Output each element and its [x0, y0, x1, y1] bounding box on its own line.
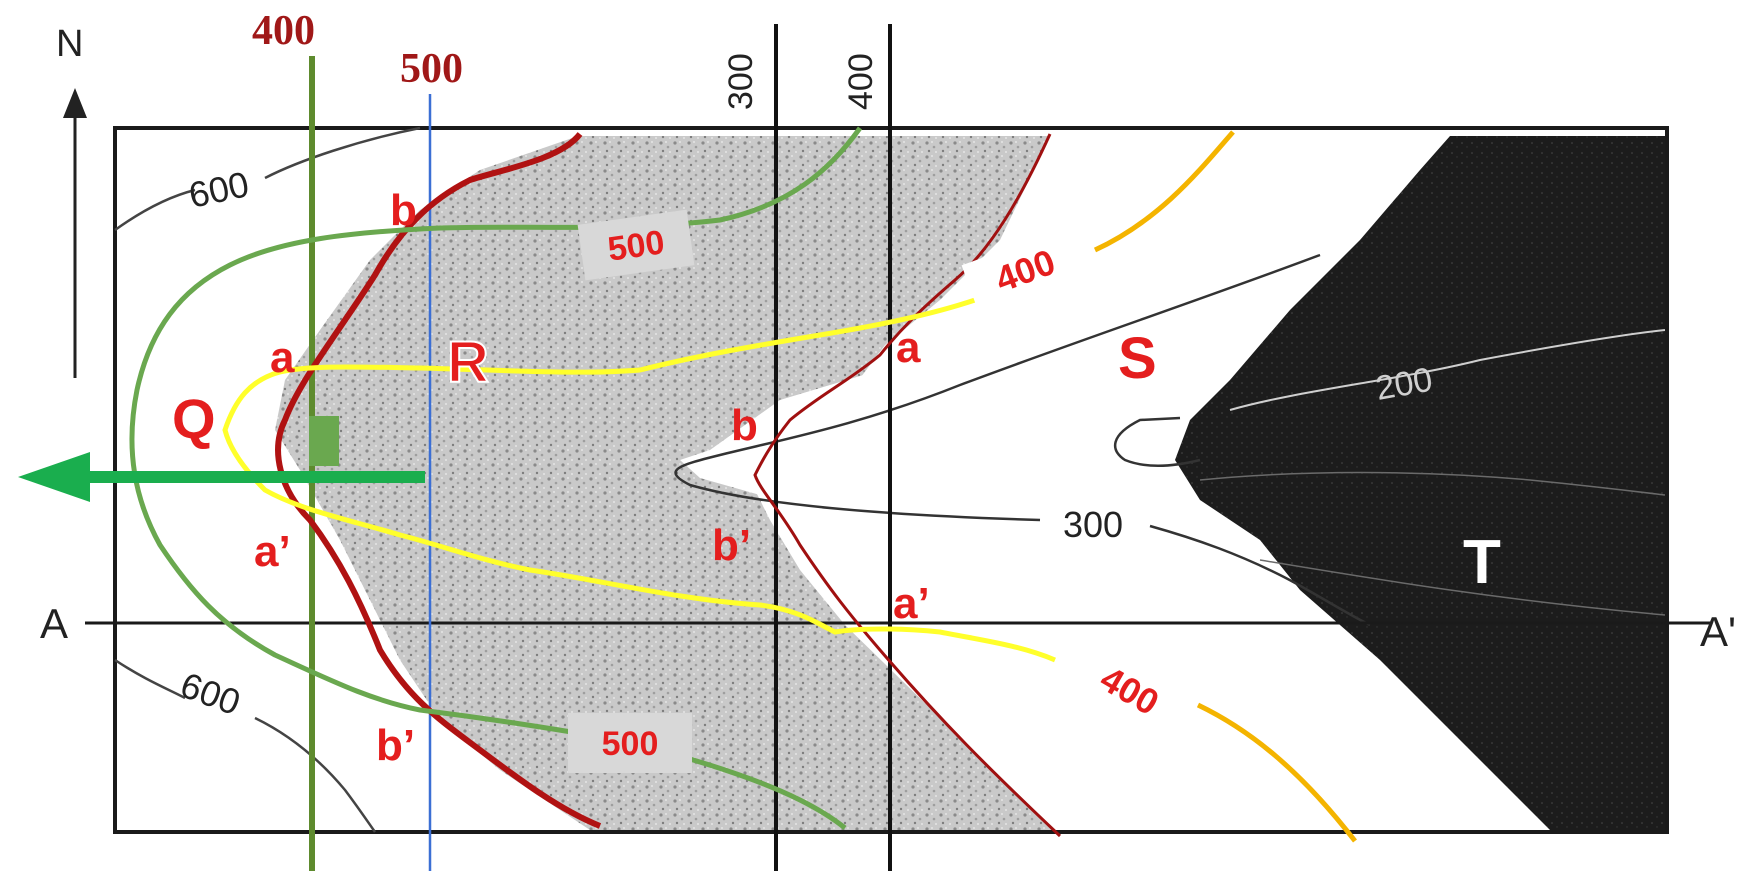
unit-label-t: T — [1463, 528, 1501, 597]
red-boundary-left — [275, 132, 602, 829]
point-label-b-prime-left: b’ — [376, 721, 415, 770]
unit-label-s: S — [1118, 326, 1157, 391]
point-label-a-prime-left: a’ — [254, 527, 291, 576]
contour-300-line — [674, 253, 1321, 522]
guide-label-500: 500 — [400, 46, 463, 92]
green-tag-bottom-text: 500 — [602, 725, 659, 763]
north-label: N — [56, 23, 83, 65]
unit-s-tongue — [680, 245, 1290, 560]
unit-label-r: R — [447, 330, 489, 395]
orange-contour-top — [1093, 130, 1235, 253]
contour-300-finger — [1113, 416, 1201, 468]
point-label-b-mid: b — [731, 401, 758, 450]
point-label-a-left: a — [270, 333, 295, 382]
contour-label-600-top: 600 — [185, 163, 252, 216]
unit-r-area — [275, 136, 1055, 830]
contour-t-line — [1259, 559, 1666, 616]
point-label-a-right: a — [896, 323, 921, 372]
guide-label-400-right: 400 — [842, 53, 880, 110]
contour-200-line — [1229, 329, 1666, 411]
green-marker — [309, 416, 339, 466]
green-tag-bottom: 500 — [568, 713, 692, 773]
contour-300-line — [1149, 524, 1371, 627]
green-tag-top-text: 500 — [605, 223, 666, 269]
unit-t-area — [1175, 136, 1665, 830]
yellow-contour-400 — [222, 297, 1056, 663]
red-boundary-right — [753, 133, 1062, 838]
point-label-a-prime-right: a’ — [893, 579, 930, 628]
green-tag-top: 500 — [577, 209, 695, 281]
point-label-b-left: b — [390, 186, 417, 235]
guide-label-300: 300 — [722, 53, 760, 110]
contour-600-top — [114, 126, 421, 232]
arrow-head-icon — [18, 452, 90, 502]
section-label-a: A — [40, 600, 68, 647]
contour-label-300: 300 — [1063, 504, 1123, 545]
contour-label-600-bottom: 600 — [175, 664, 245, 723]
yellow-tag-bottom: 400 — [1065, 637, 1195, 743]
point-label-b-prime-mid: b’ — [712, 521, 751, 570]
orange-contour-bottom — [1196, 702, 1357, 843]
contour-600-bottom — [114, 658, 377, 833]
guide-label-400: 400 — [252, 8, 315, 54]
section-label-a-prime: A' — [1700, 608, 1736, 655]
unit-label-q: Q — [172, 387, 216, 450]
contour-t-line — [1199, 471, 1666, 496]
north-arrow-icon — [63, 88, 87, 118]
